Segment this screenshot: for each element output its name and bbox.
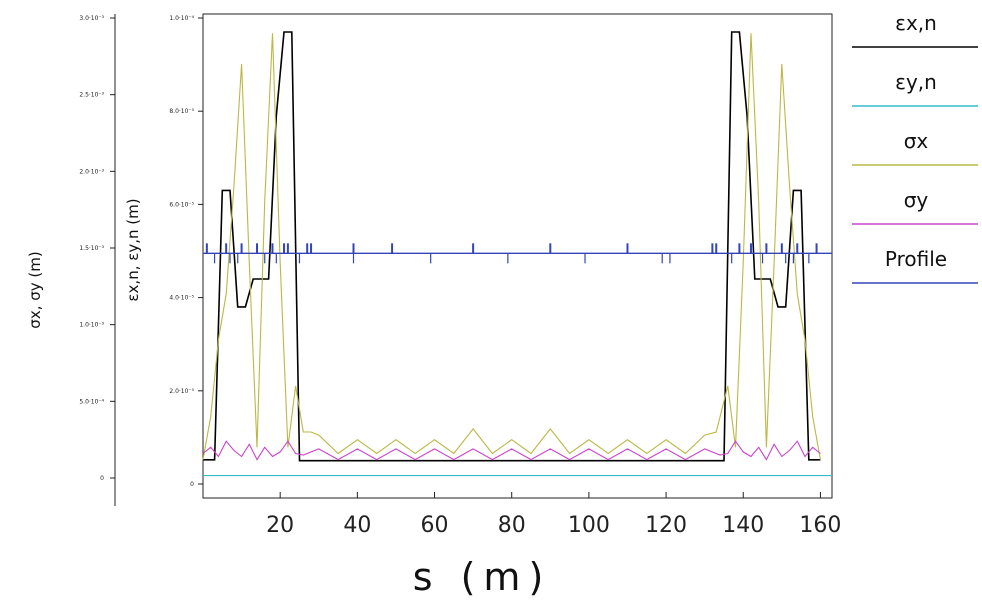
emittance-axis-label: εx,n, εy,n (m) <box>124 198 142 301</box>
series-line-3 <box>202 440 821 461</box>
x-axis-tick-label: 40 <box>343 513 371 538</box>
sigma-axis-tick-label: 1.0·10⁻³ <box>79 322 104 329</box>
sigma-axis-tick-label: 1.5·10⁻³ <box>79 245 104 252</box>
emittance-axis-tick-label: 8.0·10⁻⁵ <box>169 108 194 115</box>
x-axis-tick-label: 80 <box>498 513 526 538</box>
x-axis-tick-label: 120 <box>645 513 687 538</box>
series-line-2 <box>202 33 821 460</box>
x-axis: 20 40 60 80 100 120 140 160 <box>266 492 841 538</box>
emittance-axis-tick-label: 6.0·10⁻⁵ <box>169 201 194 208</box>
sigma-axis-tick-label: 5.0·10⁻⁴ <box>79 398 104 405</box>
x-axis-label: s (m) <box>413 555 552 599</box>
legend: εx,n εy,n σx σy Profile <box>852 11 978 284</box>
x-axis-tick-label: 60 <box>421 513 449 538</box>
legend-label: Profile <box>885 247 947 271</box>
x-axis-tick-label: 160 <box>799 513 841 538</box>
plot-area <box>202 13 833 499</box>
sigma-axis-label: σx, σy (m) <box>26 251 44 328</box>
x-axis-tick-label: 100 <box>568 513 610 538</box>
series-layer <box>202 31 832 477</box>
series-line-0 <box>203 31 821 462</box>
legend-label: εx,n <box>895 11 937 35</box>
x-axis-tick-label: 140 <box>722 513 764 538</box>
emittance-axis: 0 2.0·10⁻⁵ 4.0·10⁻⁵ 6.0·10⁻⁵ 8.0·10⁻⁵ 1.0·10⁻… <box>169 15 203 488</box>
legend-label: σx <box>904 129 929 153</box>
emittance-axis-tick-label: 0 <box>190 481 194 488</box>
emittance-axis-tick-label: 4.0·10⁻⁵ <box>169 295 194 302</box>
legend-label: εy,n <box>895 70 937 94</box>
x-axis-tick-label: 20 <box>266 513 294 538</box>
profile-layer <box>203 243 832 264</box>
legend-label: σy <box>904 188 929 212</box>
sigma-axis-tick-label: 3.0·10⁻³ <box>79 15 104 22</box>
emittance-axis-tick-label: 1.0·10⁻⁴ <box>169 15 194 22</box>
emittance-axis-tick-label: 2.0·10⁻⁵ <box>169 388 194 395</box>
sigma-axis-tick-label: 2.5·10⁻³ <box>79 92 104 99</box>
sigma-axis-tick-label: 0 <box>100 475 104 482</box>
sigma-axis: 0 5.0·10⁻⁴ 1.0·10⁻³ 1.5·10⁻³ 2.0·10⁻³ 2.5·10⁻… <box>79 14 116 506</box>
sigma-axis-tick-label: 2.0·10⁻³ <box>79 168 104 175</box>
